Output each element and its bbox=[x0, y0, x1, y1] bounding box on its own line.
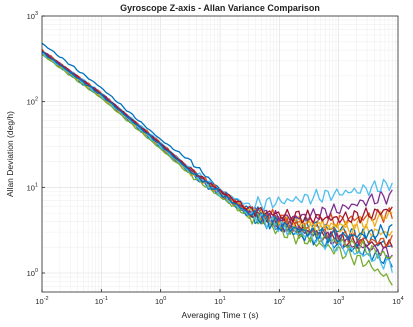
x-tick-label: 10-1 bbox=[95, 296, 108, 306]
x-tick-label: 101 bbox=[214, 296, 225, 306]
y-tick-label: 103 bbox=[27, 11, 38, 21]
y-tick-label: 100 bbox=[27, 268, 38, 278]
series-line-12 bbox=[41, 54, 393, 259]
series-lines bbox=[41, 42, 393, 286]
series-line-1 bbox=[41, 42, 393, 248]
y-tick-label: 102 bbox=[27, 97, 38, 107]
x-axis-label: Averaging Time τ (s) bbox=[182, 310, 259, 320]
axis-ticks: 10-2 10-1 100 101 102 103 104 100 101 102 103 bbox=[27, 11, 404, 306]
series-line-15 bbox=[41, 51, 393, 244]
y-tick-label: 101 bbox=[27, 182, 38, 192]
series-line-13 bbox=[41, 51, 393, 273]
y-axis-label: Allan Deviation (deg/h) bbox=[5, 111, 15, 197]
x-tick-label: 103 bbox=[333, 296, 344, 306]
x-tick-label: 102 bbox=[274, 296, 285, 306]
x-tick-label: 104 bbox=[392, 296, 403, 306]
x-tick-label: 10-2 bbox=[35, 296, 48, 306]
chart-title: Gyroscope Z-axis - Allan Variance Compar… bbox=[120, 3, 320, 13]
x-tick-label: 100 bbox=[155, 296, 166, 306]
